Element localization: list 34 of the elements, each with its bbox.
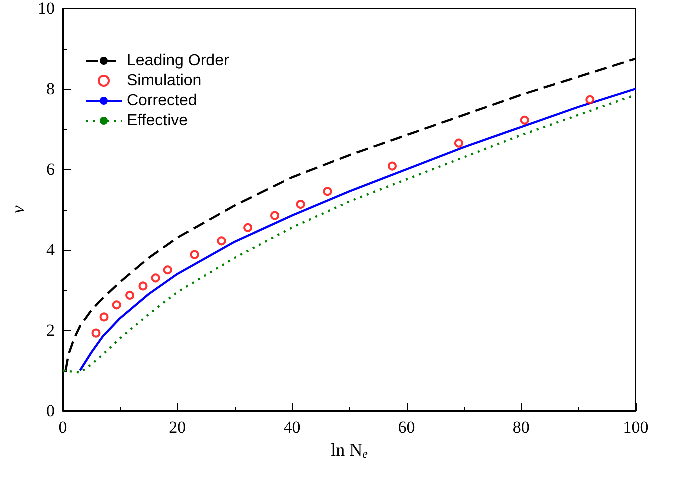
point — [151, 274, 160, 283]
point — [138, 282, 148, 291]
point — [163, 266, 172, 275]
point — [296, 200, 306, 210]
x-tick-label: 40 — [284, 418, 301, 437]
legend-label: Leading Order — [127, 52, 230, 70]
point — [217, 236, 226, 246]
point — [92, 328, 101, 338]
point — [190, 250, 200, 260]
legend-label: Effective — [127, 112, 188, 130]
y-axis-title: v — [8, 206, 28, 214]
point — [520, 116, 530, 125]
legend-label: Corrected — [127, 92, 198, 110]
point — [126, 290, 135, 300]
point — [270, 211, 280, 220]
y-tick-label: 8 — [46, 80, 55, 98]
y-tick-label: 4 — [46, 240, 56, 260]
point — [112, 300, 122, 310]
x-tick-label: 60 — [398, 418, 416, 437]
point — [100, 312, 109, 322]
legend-label: Simulation — [127, 72, 202, 90]
x-tick-label: 20 — [169, 418, 186, 437]
point — [388, 162, 397, 171]
y-tick-label: 10 — [38, 0, 55, 18]
x-tick-label: 0 — [58, 418, 68, 437]
x-tick-label: 80 — [512, 418, 530, 437]
point — [323, 187, 332, 196]
y-tick-label: 0 — [46, 402, 55, 420]
point — [586, 95, 595, 104]
x-tick-label: 100 — [623, 418, 649, 437]
y-tick-label: 2 — [46, 321, 55, 340]
point — [244, 223, 253, 232]
point — [454, 138, 464, 148]
y-tick-label: 6 — [46, 160, 55, 179]
